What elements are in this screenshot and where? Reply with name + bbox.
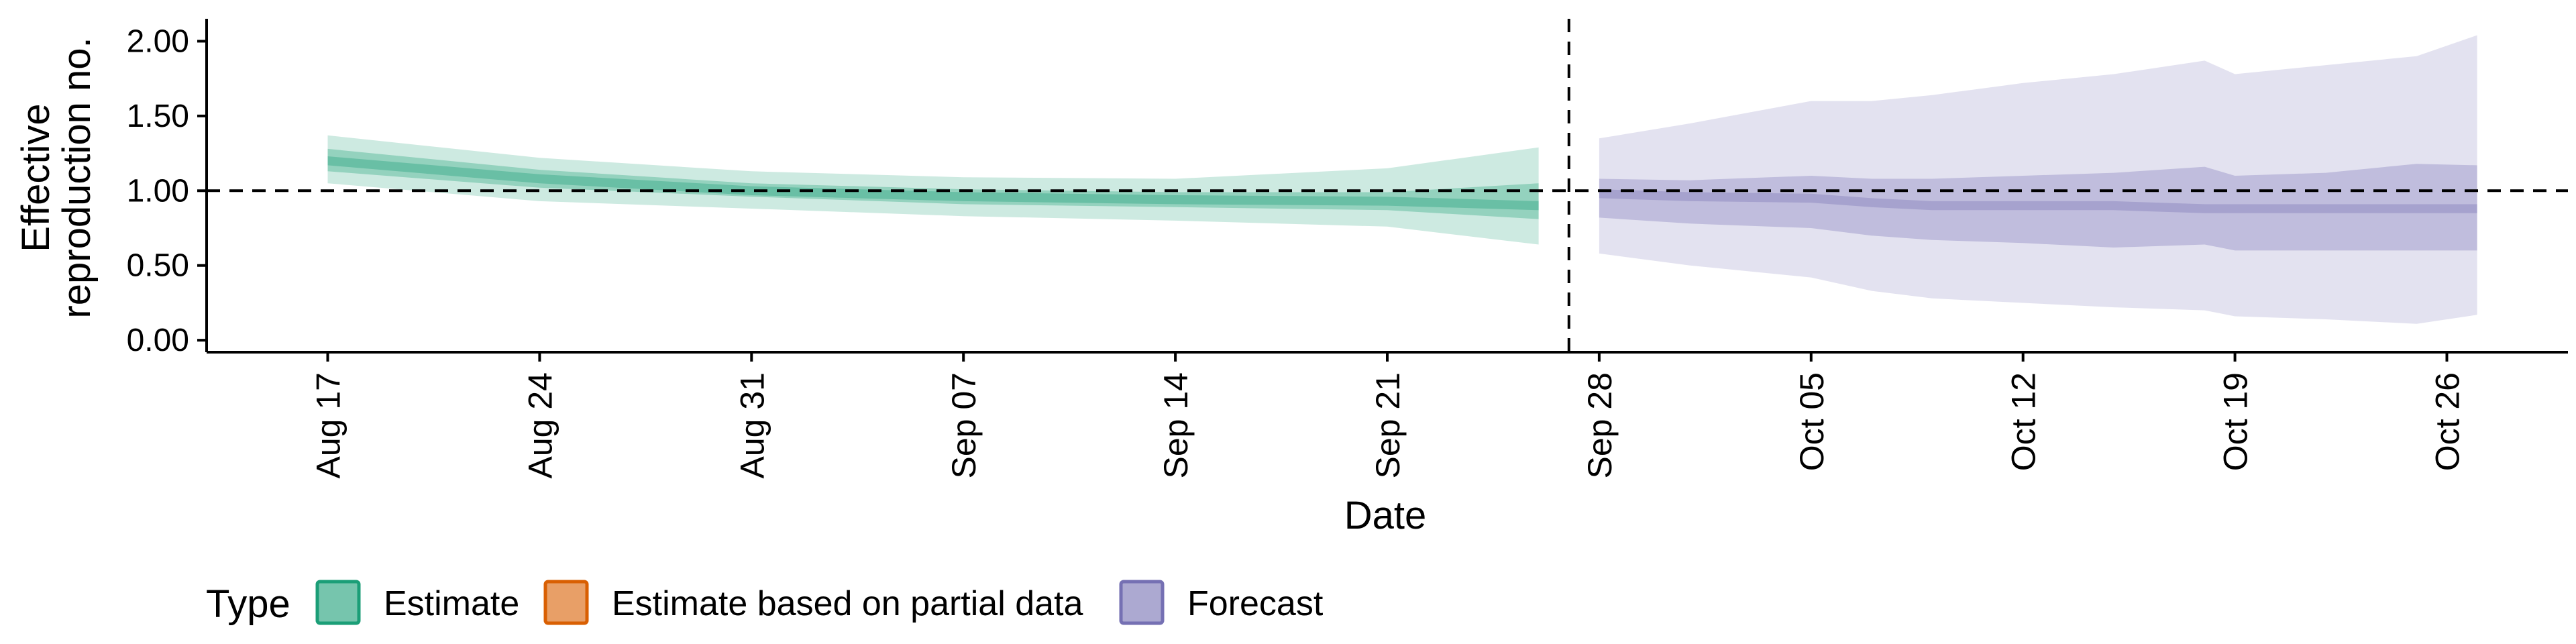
estimate-band-50 [327, 148, 1539, 219]
axes: 0.00 0.50 1.00 1.50 2.00 Aug 17 Aug 24 Aug 31 Se… [127, 19, 2568, 478]
y-tick-label: 1.00 [127, 173, 189, 209]
y-tick-label: 1.50 [127, 99, 189, 134]
x-tick-label: Oct 05 [1793, 372, 1831, 471]
legend-label-partial: Estimate based on partial data [612, 584, 1083, 623]
x-tick-label: Sep 14 [1157, 372, 1195, 478]
forecast-band-90 [1599, 35, 2477, 324]
x-tick-label: Sep 28 [1581, 372, 1619, 478]
y-axis-title-line1: Effective [14, 103, 58, 252]
x-tick-label: Sep 21 [1369, 372, 1407, 478]
legend-key-estimate [315, 580, 361, 625]
forecast-band-50 [1599, 164, 2477, 251]
x-tick-label: Oct 26 [2429, 372, 2467, 471]
forecast-median-ribbon [1599, 189, 2477, 213]
y-tick-label: 2.00 [127, 23, 189, 59]
legend-key-partial [543, 580, 589, 625]
legend-label-forecast: Forecast [1187, 584, 1324, 623]
estimate-median-ribbon [327, 156, 1539, 211]
reference-lines [207, 19, 2568, 352]
x-tick-label: Oct 12 [2005, 372, 2043, 471]
x-tick-label: Aug 24 [521, 372, 559, 478]
x-tick-label: Oct 19 [2217, 372, 2255, 471]
x-tick-label: Aug 31 [733, 372, 771, 478]
x-tick-label: Sep 07 [945, 372, 983, 478]
y-tick-label: 0.50 [127, 248, 189, 284]
legend: Type Estimate Estimate based on partial … [206, 580, 1324, 626]
y-axis-title-line2: reproduction no. [55, 37, 99, 318]
x-tick-label: Aug 17 [310, 372, 347, 478]
legend-title: Type [206, 582, 290, 626]
legend-label-estimate: Estimate [384, 584, 519, 623]
estimate-band-90 [327, 135, 1539, 245]
y-tick-label: 0.00 [127, 323, 189, 358]
legend-key-forecast [1119, 580, 1165, 625]
ribbon-layer [327, 35, 2477, 324]
x-axis-title: Date [1344, 494, 1427, 537]
